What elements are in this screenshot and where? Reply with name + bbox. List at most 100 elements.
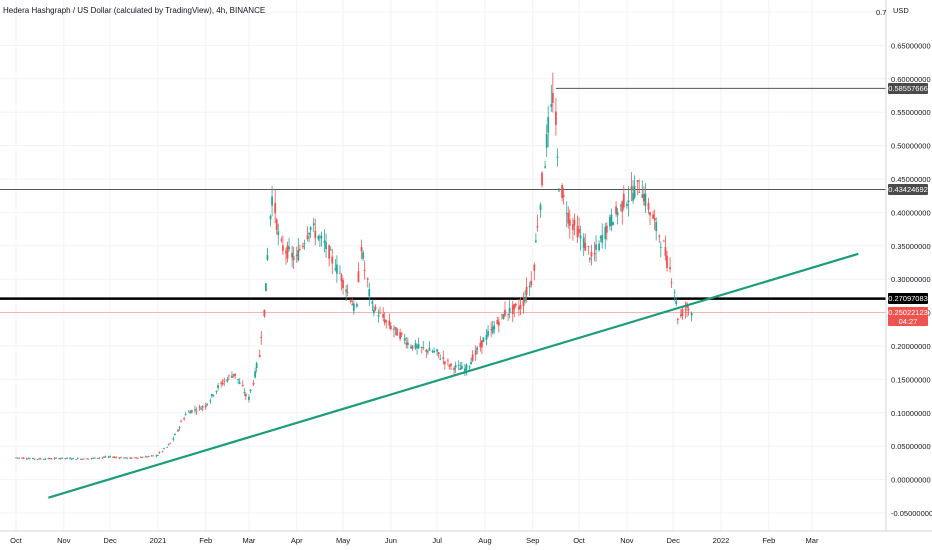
candle-body: [550, 104, 553, 107]
candle-body: [314, 231, 317, 239]
candle-body: [312, 223, 315, 226]
candle-body: [126, 457, 128, 459]
candle-body: [211, 394, 213, 397]
candle-body: [16, 457, 19, 459]
candle-body: [598, 243, 601, 251]
candle-body: [447, 360, 449, 362]
y-tick-label: 0.35000000: [891, 242, 931, 251]
candle-body: [44, 458, 47, 460]
candle-body: [135, 457, 138, 459]
candle-body: [562, 195, 565, 197]
candle-body: [28, 458, 31, 460]
candle-body: [547, 117, 550, 133]
candle-body: [252, 382, 255, 385]
candle-body: [152, 455, 155, 457]
candle-body: [167, 444, 170, 446]
candle-body: [687, 309, 690, 311]
candle-body: [479, 342, 482, 348]
candle-body: [504, 309, 506, 316]
candle-body: [190, 410, 193, 413]
candle-body: [644, 193, 647, 207]
candle-body: [323, 240, 326, 244]
candle-body: [480, 340, 483, 348]
candle-body: [450, 363, 452, 366]
horizontal-level-lines: [0, 87, 886, 313]
candle-body: [39, 458, 42, 460]
candle-body: [334, 268, 337, 270]
candle-body: [206, 403, 209, 405]
candle-body: [525, 286, 528, 295]
ascending-trendline[interactable]: [48, 252, 859, 499]
candle-body: [140, 457, 142, 458]
candle-body: [92, 457, 95, 459]
candle-body: [133, 457, 136, 459]
candle-body: [178, 427, 181, 429]
time-axis[interactable]: Oct Nov Dec 2021 Feb Mar Apr May Jun Jul Aug Sep Oct…: [0, 530, 932, 545]
candle-body: [161, 450, 164, 452]
candle-body: [112, 457, 115, 458]
candle-body: [470, 362, 472, 365]
candle-body: [209, 400, 212, 402]
axis-unit: USD: [893, 6, 909, 15]
candle-body: [254, 371, 257, 378]
x-tick-label: Sep: [526, 536, 539, 545]
trendline-layer[interactable]: [48, 252, 859, 499]
candle-body: [416, 345, 418, 348]
candle-body: [522, 299, 525, 307]
candle-body: [388, 320, 391, 326]
candle-body: [382, 314, 385, 318]
candle-body: [590, 252, 593, 257]
candle-body: [328, 245, 331, 259]
countdown-label: 04:27: [888, 316, 928, 327]
candle-body: [630, 186, 633, 191]
candle-body: [442, 357, 445, 359]
candle-body: [340, 274, 343, 282]
x-tick-label: Jul: [432, 536, 442, 545]
candle-body: [633, 185, 636, 198]
candle-body: [460, 365, 463, 369]
candle-body: [422, 347, 425, 349]
candle-body: [622, 193, 625, 208]
candle-body: [285, 251, 287, 254]
candle-body: [379, 312, 381, 314]
candle-body: [147, 456, 150, 457]
candle-body: [411, 345, 414, 350]
candle-body: [15, 457, 17, 459]
candle-body: [400, 332, 403, 335]
candle-body: [183, 418, 186, 420]
x-tick-label: Feb: [762, 536, 775, 545]
x-tick-label: Oct: [10, 536, 23, 545]
candle-body: [684, 309, 687, 310]
candle-body: [417, 344, 420, 349]
candle-body: [659, 246, 662, 248]
candle-body: [471, 354, 474, 361]
candle-body: [351, 304, 354, 306]
candle-body: [255, 363, 258, 368]
candle-body: [274, 202, 277, 214]
y-tick-label: 0.20000000: [891, 342, 931, 351]
candle-body: [530, 280, 533, 286]
candle-body: [118, 457, 121, 459]
x-tick-label: Nov: [57, 536, 71, 545]
candle-body: [621, 201, 624, 212]
candle-body: [571, 224, 574, 231]
candle-body: [601, 234, 604, 243]
candle-body: [437, 352, 440, 355]
candle-body: [619, 205, 622, 207]
x-tick-label: Aug: [478, 536, 491, 545]
candle-body: [352, 303, 355, 311]
candle-body: [511, 305, 514, 314]
y-tick-label: 0.60000000: [891, 75, 931, 84]
y-tick-label: 0.7: [876, 8, 886, 17]
candle-body: [425, 349, 428, 352]
y-tick-label: 0.65000000: [891, 41, 931, 50]
candle-body: [104, 456, 107, 458]
candle-body: [292, 256, 295, 261]
candle-body: [443, 361, 446, 365]
candle-body: [405, 342, 408, 345]
x-tick-label: Nov: [620, 536, 634, 545]
candle-body: [187, 411, 190, 413]
candle-body: [109, 456, 112, 458]
price-axis[interactable]: 0.65000000 0.60000000 0.55000000 0.50000000…: [876, 0, 932, 531]
